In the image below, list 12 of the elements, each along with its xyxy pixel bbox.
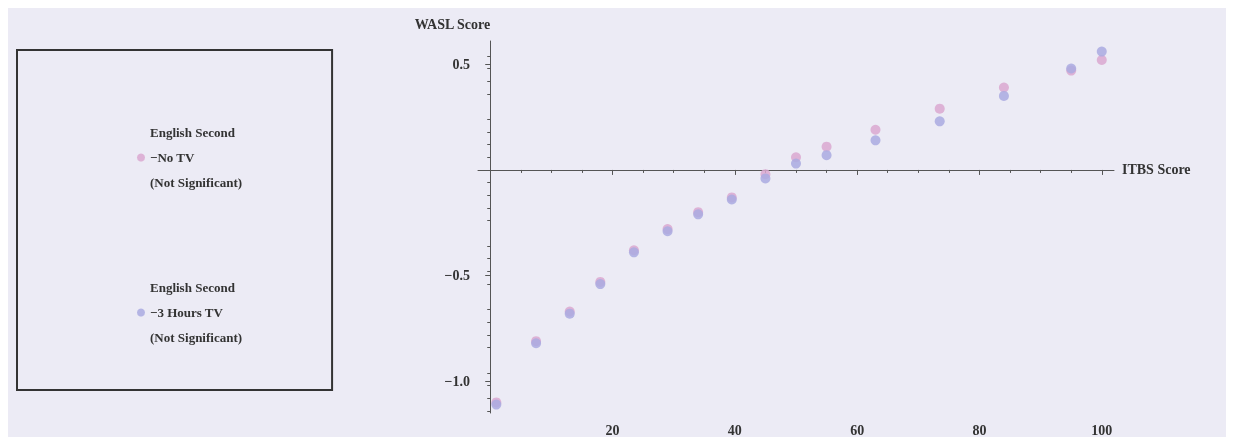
- x-axis-title: ITBS Score: [1122, 162, 1191, 178]
- y-axis-title: WASL Score: [414, 16, 491, 32]
- legend-label: English Second −No TV (Not Significant): [150, 125, 243, 190]
- x-tick-label: 100: [1091, 422, 1113, 438]
- y-tick-label: −0.5: [444, 268, 470, 284]
- y-tick-label: 0.5: [452, 56, 470, 72]
- x-tick-label: 40: [727, 422, 742, 438]
- x-tick-label: 60: [850, 422, 865, 438]
- y-tick-label: −1.0: [444, 373, 470, 389]
- legend-label: English Second −3 Hours TV (Not Significant): [150, 280, 243, 345]
- x-tick-label: 80: [972, 422, 987, 438]
- x-tick-label: 20: [605, 422, 620, 438]
